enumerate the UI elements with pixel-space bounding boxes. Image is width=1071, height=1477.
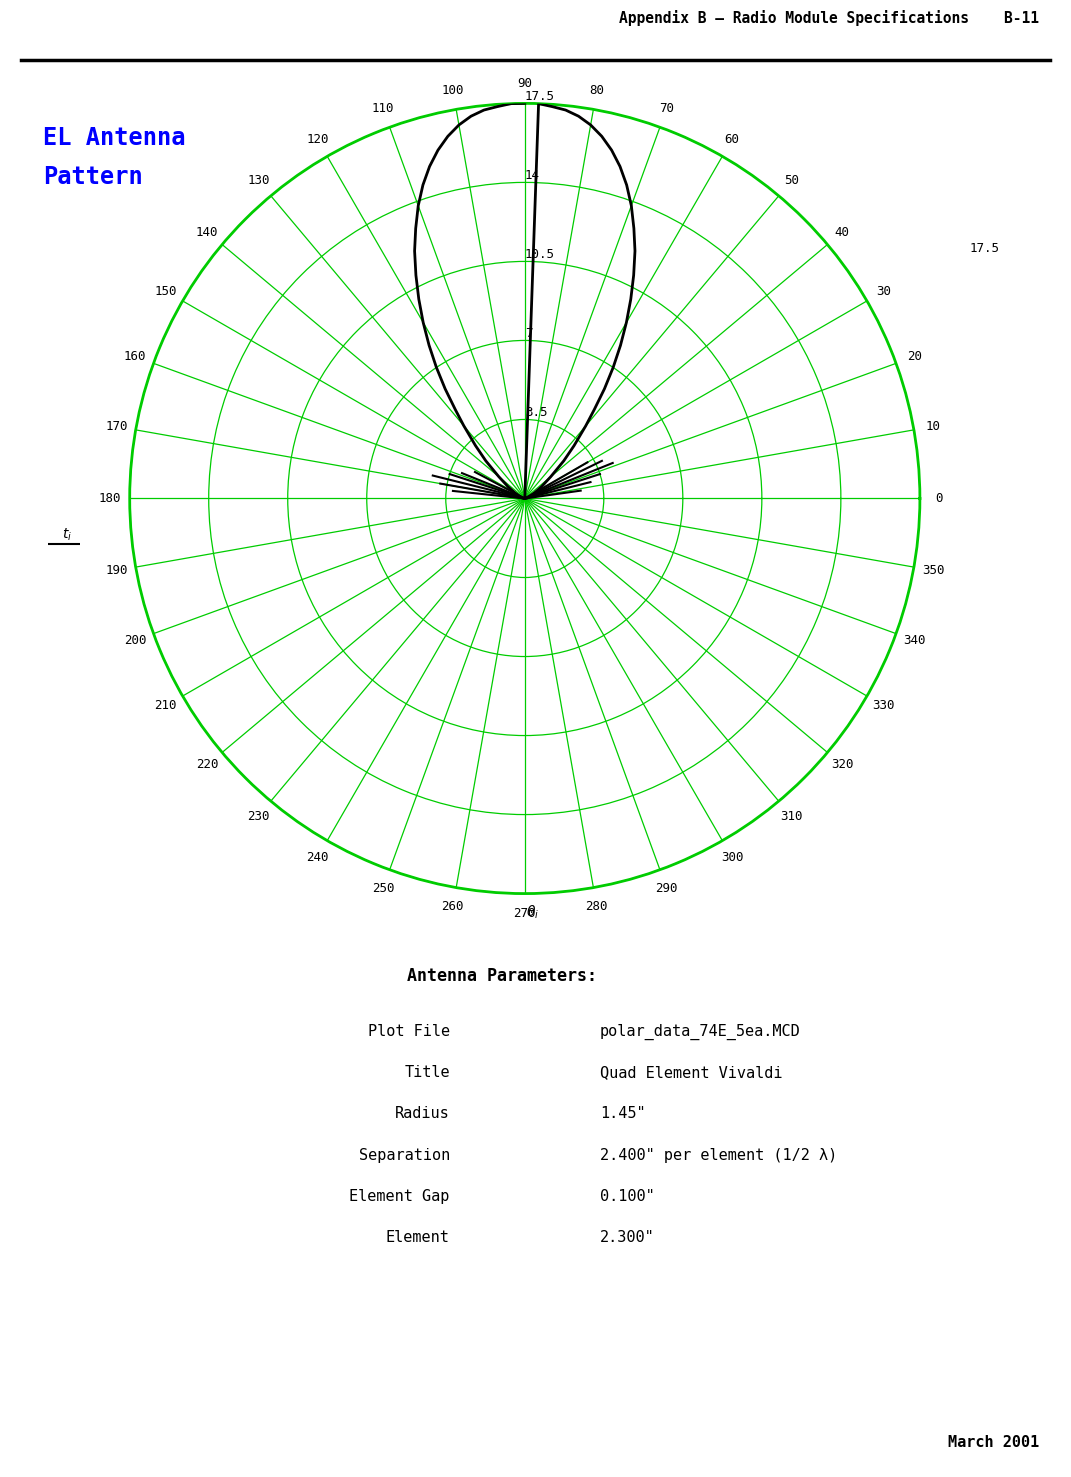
Text: Element: Element: [386, 1230, 450, 1245]
Text: EL Antenna: EL Antenna: [43, 126, 185, 149]
Text: Plot File: Plot File: [367, 1024, 450, 1038]
Text: Quad Element Vivaldi: Quad Element Vivaldi: [600, 1065, 782, 1080]
Text: Antenna Parameters:: Antenna Parameters:: [407, 967, 597, 985]
Text: $\theta_i$: $\theta_i$: [526, 904, 539, 922]
Text: Pattern: Pattern: [43, 165, 142, 189]
Text: $t_i$: $t_i$: [62, 526, 72, 544]
Text: polar_data_74E_5ea.MCD: polar_data_74E_5ea.MCD: [600, 1024, 800, 1040]
Text: Title: Title: [404, 1065, 450, 1080]
Text: March 2001: March 2001: [948, 1436, 1039, 1450]
Text: 17.5: 17.5: [969, 242, 999, 254]
Text: Appendix B — Radio Module Specifications    B-11: Appendix B — Radio Module Specifications…: [619, 10, 1039, 27]
Text: 1.45": 1.45": [600, 1106, 646, 1121]
Text: Separation: Separation: [359, 1148, 450, 1162]
Text: 2.400" per element (1/2 λ): 2.400" per element (1/2 λ): [600, 1148, 838, 1162]
Text: 2.300": 2.300": [600, 1230, 654, 1245]
Text: 0.100": 0.100": [600, 1189, 654, 1204]
Text: Radius: Radius: [395, 1106, 450, 1121]
Text: Element Gap: Element Gap: [349, 1189, 450, 1204]
